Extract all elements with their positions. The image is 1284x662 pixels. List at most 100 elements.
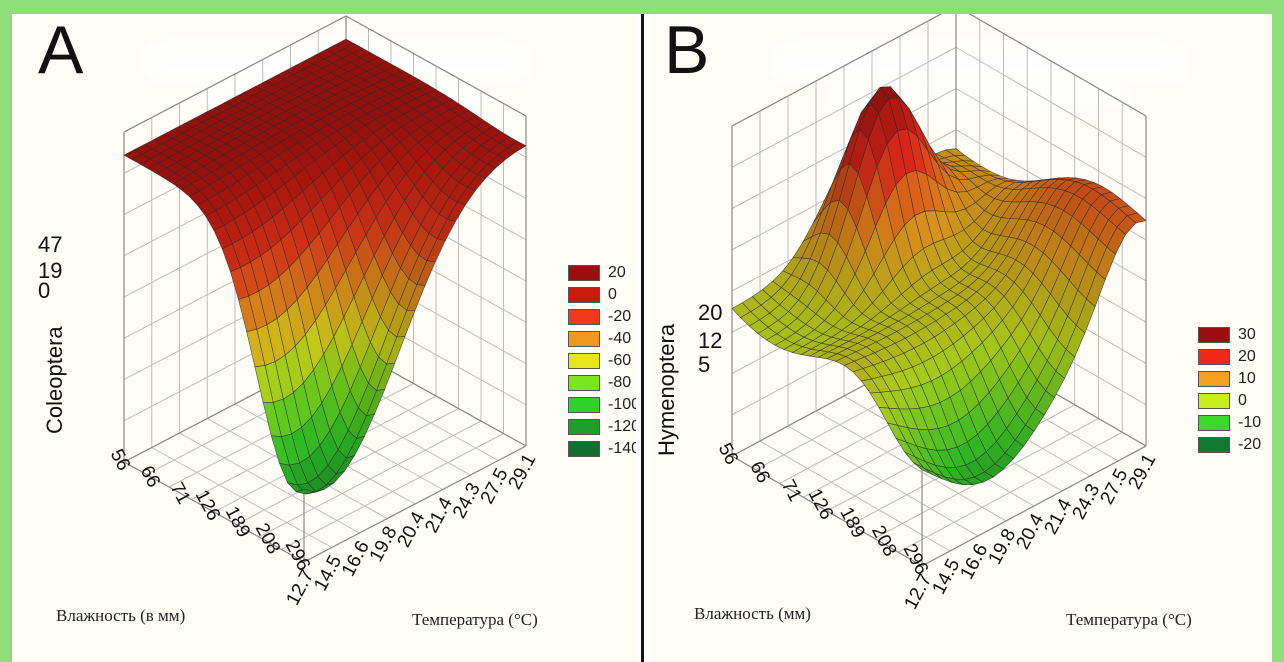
- z-axis-title-b: Hymenoptera: [654, 323, 679, 456]
- surface-cell: [295, 489, 315, 495]
- x-tick-label: 189: [221, 503, 254, 541]
- legend-item: -80: [568, 372, 640, 394]
- legend-item: 30: [1198, 324, 1261, 346]
- legend-swatch: [568, 419, 600, 435]
- z-tick-label: 0: [38, 278, 50, 303]
- x-tick-label: 56: [714, 440, 742, 469]
- legend-swatch: [1198, 327, 1230, 343]
- legend-item: -20: [1198, 434, 1261, 456]
- x-tick-label: 296: [281, 536, 314, 574]
- legend-item: -100: [568, 394, 640, 416]
- y-tick-label: 29.1: [505, 450, 541, 493]
- x-tick-label: 126: [191, 486, 224, 524]
- legend-swatch: [1198, 349, 1230, 365]
- legend-swatch: [568, 265, 600, 281]
- panel-divider: [636, 14, 650, 662]
- x-tick-label: 296: [899, 540, 932, 578]
- legend-value: 0: [1238, 392, 1247, 409]
- z-axis-title-a: Coleoptera: [42, 326, 67, 434]
- y-tick-label: 24.3: [1069, 480, 1105, 523]
- legend-value: 30: [1238, 326, 1256, 343]
- legend-value: -40: [608, 330, 632, 347]
- legend-swatch: [1198, 415, 1230, 431]
- legend-value: -20: [608, 308, 632, 325]
- legend-value: 20: [608, 264, 626, 281]
- y-tick-label: 16.6: [338, 537, 374, 580]
- z-tick-label: 20: [698, 300, 722, 325]
- x-tick-label: 189: [835, 504, 868, 542]
- y-axis-title-b: Температура (°С): [1066, 610, 1192, 629]
- y-tick-label: 14.5: [929, 555, 965, 598]
- surface-cell: [913, 462, 933, 475]
- legend-item: -140: [568, 438, 640, 460]
- legend-value: -100: [608, 396, 641, 413]
- legend-item: 10: [1198, 368, 1261, 390]
- legend-item: 0: [1198, 390, 1261, 412]
- x-tick-label: 66: [136, 462, 164, 491]
- legend-swatch: [568, 331, 600, 347]
- x-axis-title-b: Влажность (мм): [694, 604, 811, 623]
- legend-item: -10: [1198, 412, 1261, 434]
- legend-b: 30 20 10 0 -10 -20: [1198, 324, 1261, 456]
- x-tick-label: 56: [106, 446, 134, 475]
- surface-plot-b: 56667112618920829612.714.516.619.820.421…: [698, 14, 1161, 613]
- legend-swatch: [568, 397, 600, 413]
- y-tick-label: 12.7: [901, 570, 937, 613]
- z-tick-label: 5: [698, 352, 710, 377]
- legend-swatch: [1198, 393, 1230, 409]
- surface-mesh: [123, 38, 527, 495]
- y-tick-label: 29.1: [1125, 450, 1161, 493]
- legend-item: -120: [568, 416, 640, 438]
- legend-item: -20: [568, 306, 640, 328]
- legend-swatch: [1198, 371, 1230, 387]
- legend-value: -140: [608, 440, 641, 457]
- y-tick-label: 19.8: [985, 525, 1021, 568]
- y-tick-label: 16.6: [957, 540, 993, 583]
- legend-swatch: [568, 309, 600, 325]
- y-tick-label: 20.4: [394, 508, 430, 551]
- panel-b-hymenoptera: B 56 66 71 126 189 208 296 12.7 14.5 16.6 19.8 20.4…: [650, 14, 1272, 662]
- panel-a-coleoptera: A 56 66 71 126 189 208 296 12.7 14.5 16.6 19.8 20.4…: [12, 12, 640, 662]
- legend-value: -10: [1238, 414, 1262, 431]
- legend-value: -60: [608, 352, 632, 369]
- z-tick-label: 12: [698, 328, 722, 353]
- legend-item: 20: [1198, 346, 1261, 368]
- legend-value: -80: [608, 374, 632, 391]
- axis-box-grid: [731, 14, 1147, 567]
- legend-a: 20 0 -20 -40 -60 -80 -100 -120 -140: [568, 262, 640, 460]
- legend-swatch: [568, 287, 600, 303]
- z-tick-label: 19: [38, 258, 62, 283]
- y-tick-label: 19.8: [366, 523, 402, 566]
- legend-value: -120: [608, 418, 641, 435]
- x-tick-label: 126: [804, 485, 837, 523]
- panel-letter-b: B: [664, 12, 710, 88]
- y-tick-label: 20.4: [1013, 510, 1049, 553]
- surface-mesh: [731, 86, 1147, 486]
- y-axis-title-a: Температура (°С): [412, 610, 538, 629]
- legend-item: 20: [568, 262, 640, 284]
- legend-swatch: [568, 441, 600, 457]
- panel-letter-a: A: [38, 12, 84, 88]
- legend-value: 10: [1238, 370, 1256, 387]
- y-tick-label: 24.3: [449, 479, 485, 522]
- x-axis-title-a: Влажность (в мм): [56, 606, 186, 625]
- y-tick-label: 21.4: [1041, 495, 1077, 538]
- legend-value: 20: [1238, 348, 1256, 365]
- y-tick-label: 27.5: [1097, 465, 1133, 508]
- surface-plot-a: 56667112618920829612.714.516.619.820.421…: [38, 15, 541, 609]
- legend-item: -40: [568, 328, 640, 350]
- legend-swatch: [1198, 437, 1230, 453]
- x-tick-label: 71: [777, 476, 805, 505]
- x-tick-label: 71: [166, 479, 194, 508]
- legend-item: -60: [568, 350, 640, 372]
- y-tick-label: 21.4: [421, 494, 457, 537]
- legend-value: -20: [1238, 436, 1262, 453]
- legend-item: 0: [568, 284, 640, 306]
- legend-swatch: [568, 353, 600, 369]
- y-tick-label: 14.5: [310, 552, 346, 595]
- z-tick-label: 47: [38, 232, 62, 257]
- x-tick-label: 208: [251, 520, 284, 558]
- legend-value: 0: [608, 286, 617, 303]
- y-tick-label: 12.7: [283, 566, 319, 609]
- legend-swatch: [568, 375, 600, 391]
